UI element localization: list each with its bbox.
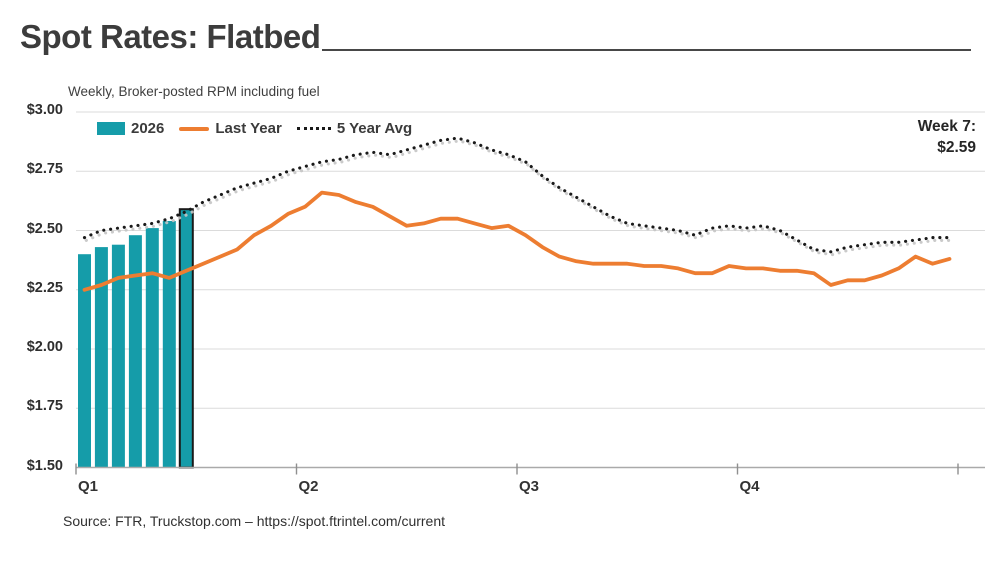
y-axis-tick-label: $3.00 (26, 102, 63, 118)
legend-item-last-year: Last Year (179, 120, 282, 137)
y-axis-tick-label: $1.50 (26, 457, 63, 474)
legend-swatch-bar (97, 122, 125, 135)
legend-item-5-year-avg: 5 Year Avg (296, 120, 413, 137)
x-axis-tick-label: Q4 (739, 478, 760, 495)
x-axis-tick-label: Q1 (78, 478, 99, 495)
legend-item-label: Last Year (215, 120, 282, 137)
x-axis-tick-label: Q3 (519, 478, 540, 495)
legend-swatch-line (179, 126, 210, 131)
chart-legend: 2026 Last Year 5 Year Avg (97, 120, 412, 137)
title-rule (322, 48, 971, 51)
legend-item-label: 5 Year Avg (336, 120, 413, 137)
legend-item-label: 2026 (131, 120, 165, 137)
x-axis-tick-label: Q2 (298, 478, 319, 495)
legend-item-2026: 2026 (97, 120, 164, 137)
source-attribution: Source: FTR, Truckstop.com – https://spo… (63, 513, 446, 529)
y-axis-tick-label: $2.00 (26, 339, 63, 355)
page-title: Spot Rates: Flatbed (20, 18, 321, 55)
legend-swatch-dotted-line (296, 127, 331, 130)
current-week-label: Week 7: (917, 118, 976, 135)
chart-subtitle: Weekly, Broker-posted RPM including fuel (68, 84, 320, 99)
y-axis-tick-label: $1.75 (26, 398, 63, 415)
y-axis-tick-label: $2.50 (26, 220, 63, 237)
y-axis-tick-label: $2.75 (26, 161, 63, 178)
y-axis-tick-label: $2.25 (26, 279, 63, 296)
current-week-value: $2.59 (937, 139, 976, 156)
title-row: Spot Rates: Flatbed (20, 18, 971, 56)
current-week-annotation: Week 7: $2.59 (918, 116, 976, 158)
